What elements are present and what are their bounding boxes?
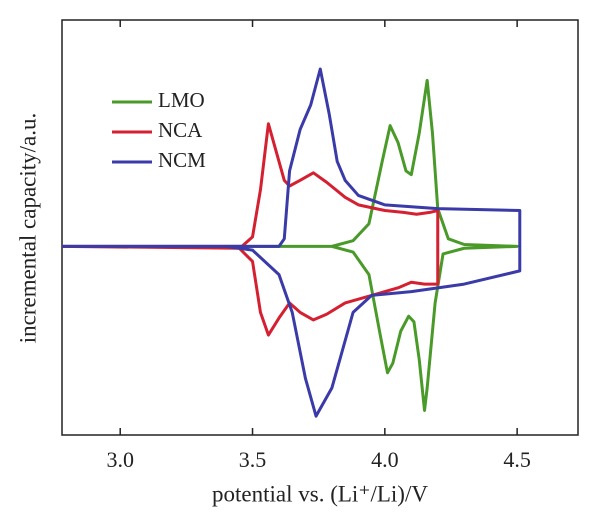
series-line	[61, 122, 440, 337]
legend-label: NCM	[158, 148, 206, 172]
x-axis-label: potential vs. (Li⁺/Li)/V	[212, 481, 428, 506]
x-tick-label: 3.0	[106, 447, 134, 472]
x-tick-label: 4.5	[503, 447, 531, 472]
x-tick-label: 4.0	[371, 447, 399, 472]
series-line	[62, 67, 522, 418]
legend-label: NCA	[158, 118, 203, 142]
legend-label: LMO	[158, 88, 205, 112]
plot-frame	[61, 19, 579, 436]
series-line	[62, 78, 519, 412]
x-tick-label: 3.5	[239, 447, 267, 472]
y-axis-label: incremental capacity/a.u.	[15, 113, 40, 344]
